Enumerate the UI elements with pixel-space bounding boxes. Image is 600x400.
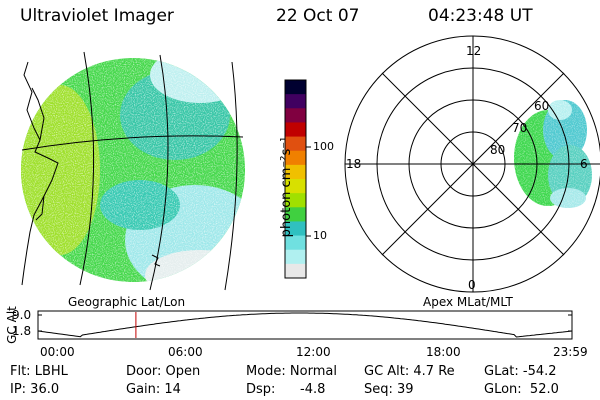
time-label: 04:23:48 UT: [428, 6, 533, 26]
colorbar-unit-label: photon cm⁻²s⁻¹: [279, 136, 294, 238]
colorbar-segment: [285, 150, 306, 166]
mlt-label-18: 18: [346, 157, 362, 171]
dsp-label: Dsp:: [246, 382, 276, 397]
colorbar-segment: [285, 94, 306, 109]
mlat-label-70: 70: [512, 121, 528, 135]
altitude-ytick-low: 1.8: [12, 324, 32, 338]
colorbar-frame: [284, 79, 307, 279]
dsp-value: -4.8: [300, 382, 326, 397]
mlat-label-80: 80: [490, 143, 506, 157]
colorbar-segment: [285, 207, 306, 222]
colorbar-segment: [285, 249, 306, 265]
altitude-ticks: [38, 314, 572, 332]
instrument-title: Ultraviolet Imager: [20, 6, 174, 26]
colorbar-segment: [285, 80, 306, 95]
mlat-label-60: 60: [534, 99, 550, 113]
altitude-ytick-high: 9.0: [12, 308, 32, 322]
colorbar-tick-10: 10: [313, 229, 327, 242]
xtick-1800: 18:00: [426, 345, 461, 359]
colorbar-segment: [285, 179, 306, 194]
colorbar-segment: [285, 263, 306, 279]
date-label: 22 Oct 07: [276, 6, 360, 26]
geographic-image: [21, 58, 245, 282]
glat-status: GLat: -54.2: [484, 364, 557, 379]
colorbar-segment: [285, 122, 306, 138]
gc-alt-status: GC Alt: 4.7 Re: [364, 364, 455, 379]
xtick-0000: 00:00: [40, 345, 75, 359]
door-status: Door: Open: [126, 364, 201, 379]
mlt-label-0: 0: [468, 278, 476, 292]
mlt-label-6: 6: [580, 157, 588, 171]
altitude-plot-frame: [37, 310, 573, 340]
xtick-1200: 12:00: [296, 345, 331, 359]
colorbar-segment: [285, 193, 306, 208]
colorbar-segment: [285, 164, 306, 180]
xtick-0600: 06:00: [168, 345, 203, 359]
polar-image: [510, 100, 600, 220]
coastline: [21, 61, 59, 286]
geographic-panel-title: Geographic Lat/Lon: [68, 295, 186, 309]
glon-status: GLon: 52.0: [484, 382, 559, 397]
colorbar-segment: [285, 108, 306, 123]
colorbar: [285, 80, 306, 279]
island-outline: [151, 254, 161, 267]
filter-status: Flt: LBHL: [10, 364, 68, 379]
colorbar-segment: [285, 136, 306, 152]
colorbar-segment: [285, 221, 306, 237]
altitude-curve: [37, 312, 573, 338]
polar-grid: [344, 35, 600, 293]
ip-status: IP: 36.0: [10, 382, 60, 397]
seq-status: Seq: 39: [364, 382, 414, 397]
colorbar-segment: [285, 235, 306, 251]
colorbar-tick-100: 100: [313, 140, 334, 153]
xtick-2359: 23:59: [553, 345, 588, 359]
mlt-label-12: 12: [466, 44, 482, 58]
gain-status: Gain: 14: [126, 382, 181, 397]
apex-panel-title: Apex MLat/MLT: [423, 295, 513, 309]
mode-status: Mode: Normal: [246, 364, 337, 379]
